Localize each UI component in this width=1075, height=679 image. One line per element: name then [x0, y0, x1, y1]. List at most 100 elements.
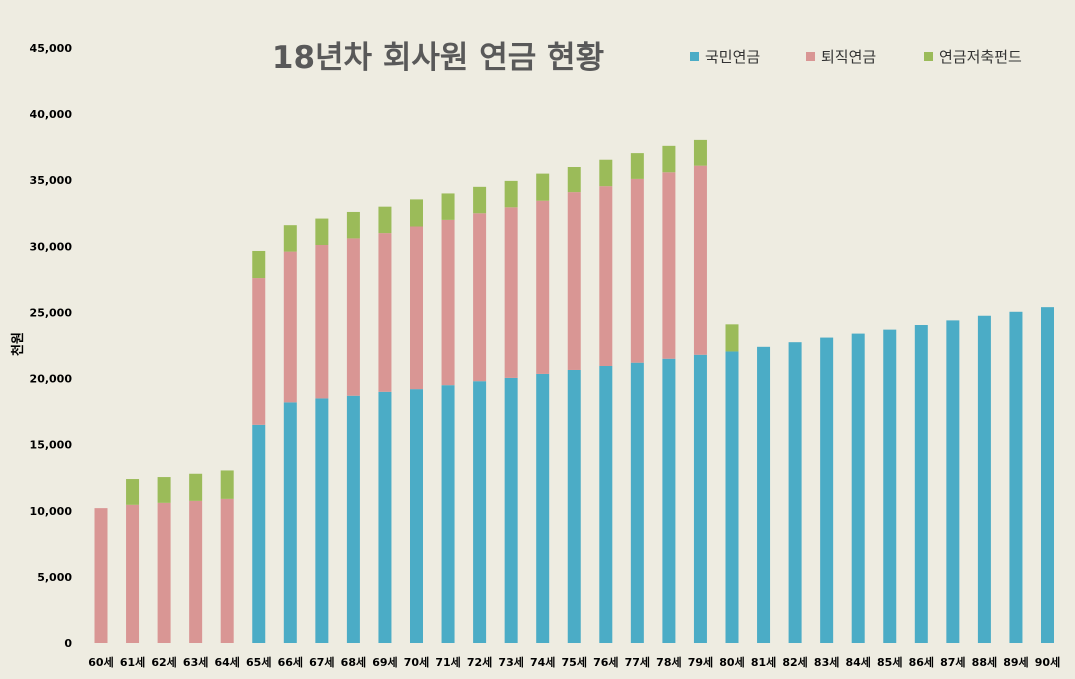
bar-segment-series-2: [126, 479, 140, 505]
plot-area: [94, 139, 1054, 643]
bar-segment-series-1: [346, 238, 360, 396]
bar-segment-series-1: [283, 251, 297, 403]
bar-segment-series-1: [189, 500, 203, 643]
bar-segment-series-1: [315, 245, 329, 399]
bar-segment-series-0: [693, 354, 707, 643]
x-tick-label: 68세: [341, 655, 366, 669]
bar-segment-series-0: [567, 369, 581, 643]
legend-swatch: [924, 52, 933, 61]
bar-segment-series-0: [441, 385, 455, 643]
x-tick-label: 77세: [625, 655, 650, 669]
y-tick-label: 20,000: [30, 373, 73, 386]
bar-segment-series-2: [473, 186, 487, 214]
x-tick-label: 60세: [88, 655, 113, 669]
y-axis: 0 5,000 10,000 15,000 20,000 25,000 30,000 35,0…: [30, 42, 73, 650]
legend-label: 퇴직연금: [821, 48, 876, 66]
bar-segment-series-1: [126, 504, 140, 643]
bar-segment-series-0: [725, 351, 739, 643]
x-tick-label: 64세: [214, 655, 239, 669]
bar-segment-series-2: [283, 225, 297, 252]
x-tick-label: 84세: [845, 655, 870, 669]
y-tick-label: 0: [64, 637, 72, 650]
x-tick-label: 88세: [972, 655, 997, 669]
x-tick-label: 65세: [246, 655, 271, 669]
x-tick-label: 82세: [782, 655, 807, 669]
bar-segment-series-1: [599, 186, 613, 366]
bar-segment-series-1: [410, 226, 423, 390]
bar-segment-series-2: [630, 153, 644, 179]
x-tick-label: 71세: [435, 655, 460, 669]
legend-label: 연금저축펀드: [939, 48, 1022, 66]
y-tick-label: 15,000: [30, 439, 73, 452]
bar-segment-series-2: [315, 218, 329, 246]
bar-segment-series-2: [599, 159, 613, 187]
x-tick-label: 75세: [562, 655, 587, 669]
bar-segment-series-2: [504, 180, 518, 208]
y-tick-label: 10,000: [30, 505, 73, 518]
bar-segment-series-2: [725, 324, 739, 352]
bar-segment-series-1: [662, 172, 676, 359]
bar-segment-series-0: [504, 377, 518, 643]
bar-segment-series-0: [315, 398, 329, 643]
bar-segment-series-1: [473, 213, 487, 382]
y-tick-label: 45,000: [30, 42, 73, 55]
bar-segment-series-1: [567, 192, 581, 370]
bar-segment-series-2: [410, 199, 423, 227]
x-tick-label: 79세: [688, 655, 713, 669]
bar-segment-series-0: [346, 395, 360, 643]
bar-segment-series-0: [378, 391, 392, 643]
bar-segment-series-0: [914, 325, 928, 643]
bar-segment-series-2: [441, 193, 455, 220]
x-tick-label: 67세: [309, 655, 334, 669]
bar-segment-series-1: [630, 178, 644, 363]
x-tick-label: 85세: [877, 655, 902, 669]
x-tick-label: 87세: [940, 655, 965, 669]
bar-segment-series-2: [693, 139, 707, 166]
x-tick-label: 81세: [751, 655, 776, 669]
bar-segment-series-0: [788, 342, 802, 643]
bar-segment-series-0: [630, 362, 644, 643]
bar-segment-series-1: [536, 200, 550, 374]
legend: 국민연금 퇴직연금 연금저축펀드: [690, 48, 1022, 66]
bar-segment-series-2: [189, 473, 203, 501]
x-tick-label: 61세: [120, 655, 145, 669]
bar-segment-series-0: [536, 373, 550, 643]
x-tick-label: 90세: [1035, 655, 1060, 669]
y-tick-label: 35,000: [30, 174, 73, 187]
x-tick-label: 72세: [467, 655, 492, 669]
bar-segment-series-0: [252, 424, 266, 643]
bar-segment-series-0: [662, 358, 676, 643]
bar-segment-series-0: [1009, 311, 1023, 643]
chart-title: 18년차 회사원 연금 현황: [272, 40, 604, 76]
x-tick-label: 73세: [498, 655, 523, 669]
x-tick-label: 74세: [530, 655, 555, 669]
legend-swatch: [806, 52, 815, 61]
x-tick-label: 83세: [814, 655, 839, 669]
x-tick-label: 66세: [278, 655, 303, 669]
y-tick-label: 25,000: [30, 306, 73, 319]
bar-segment-series-2: [662, 145, 676, 173]
x-tick-label: 76세: [593, 655, 618, 669]
y-tick-label: 40,000: [30, 108, 73, 121]
x-tick-label: 80세: [719, 655, 744, 669]
bar-segment-series-2: [567, 167, 581, 193]
bar-segment-series-0: [283, 402, 297, 643]
bar-segment-series-1: [220, 498, 234, 643]
bar-segment-series-1: [441, 219, 455, 386]
bar-segment-series-2: [220, 470, 234, 499]
bar-segment-series-2: [378, 206, 392, 234]
bar-segment-series-2: [252, 250, 266, 279]
x-tick-label: 78세: [656, 655, 681, 669]
bar-segment-series-2: [346, 211, 360, 239]
bar-segment-series-0: [946, 320, 960, 643]
bar-segment-series-1: [378, 233, 392, 392]
bar-segment-series-1: [94, 508, 108, 643]
x-tick-label: 89세: [1003, 655, 1028, 669]
x-tick-label: 63세: [183, 655, 208, 669]
bar-segment-series-2: [536, 173, 550, 201]
y-tick-label: 5,000: [37, 571, 72, 584]
bar-segment-series-0: [1041, 307, 1054, 643]
bar-segment-series-1: [157, 502, 171, 643]
